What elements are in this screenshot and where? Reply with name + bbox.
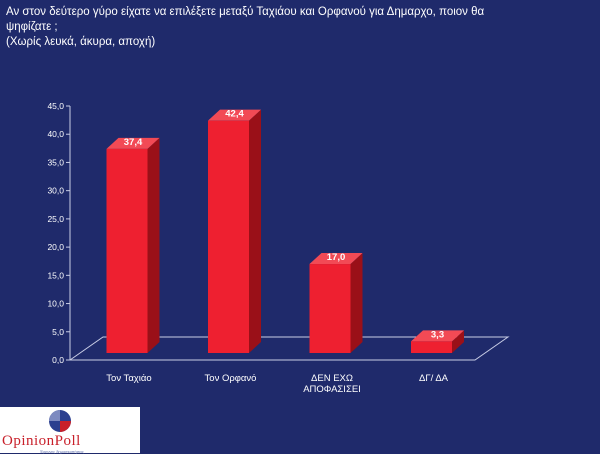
y-tick-label: 15,0 — [47, 270, 64, 280]
title-line-3: (Χωρίς λευκά, άκυρα, αποχή) — [6, 36, 156, 48]
title-line-2: ψηφίζατε ; — [6, 21, 58, 33]
x-tick-label: Τον Ορφανό — [205, 373, 257, 384]
y-tick-label: 20,0 — [47, 242, 64, 252]
data-label: 42,4 — [225, 109, 244, 120]
bar — [309, 264, 351, 353]
y-tick-label: 35,0 — [47, 157, 64, 167]
x-tick-label: ΔΕΝ ΕΧΩ — [311, 373, 353, 384]
x-tick-label: ΑΠΟΦΑΣΙΣΕΙ — [303, 384, 361, 395]
bar — [208, 120, 249, 353]
bar-side — [452, 330, 464, 353]
logo-wordmark: OpinionPoll — [2, 433, 81, 449]
bar-top — [411, 330, 464, 342]
logo-globe-icon — [49, 410, 71, 432]
bar-top — [106, 137, 160, 149]
y-tick-label: 30,0 — [47, 186, 64, 196]
y-tick-label: 45,0 — [47, 101, 64, 111]
bar-side — [249, 109, 261, 353]
y-tick-label: 10,0 — [47, 299, 64, 309]
x-tick-label: ΔΓ/ ΔΑ — [419, 373, 449, 384]
bar-side — [147, 137, 160, 353]
data-label: 17,0 — [327, 252, 346, 263]
bar — [106, 148, 148, 353]
chart-title: Αν στον δεύτερο γύρο είχατε να επιλέξετε… — [6, 5, 566, 50]
bar-side — [350, 253, 363, 353]
y-tick-label: 25,0 — [47, 214, 64, 224]
y-tick-label: 40,0 — [47, 129, 64, 139]
opinionpoll-logo: OpinionPoll Έρευνες δημοσκοπήσεις — [0, 407, 140, 454]
chart-floor — [68, 336, 510, 361]
data-label: 37,4 — [124, 137, 143, 148]
x-tick-label: Τον Ταχιάο — [106, 373, 151, 384]
title-line-1: Αν στον δεύτερο γύρο είχατε να επιλέξετε… — [6, 6, 485, 18]
data-label: 3,3 — [431, 329, 444, 340]
bar-top — [208, 109, 261, 121]
logo-tagline: Έρευνες δημοσκοπήσεις — [40, 449, 84, 454]
bar — [411, 341, 452, 353]
y-tick-label: 0,0 — [52, 355, 64, 365]
bar-top — [309, 253, 363, 265]
y-tick-label: 5,0 — [52, 327, 64, 337]
